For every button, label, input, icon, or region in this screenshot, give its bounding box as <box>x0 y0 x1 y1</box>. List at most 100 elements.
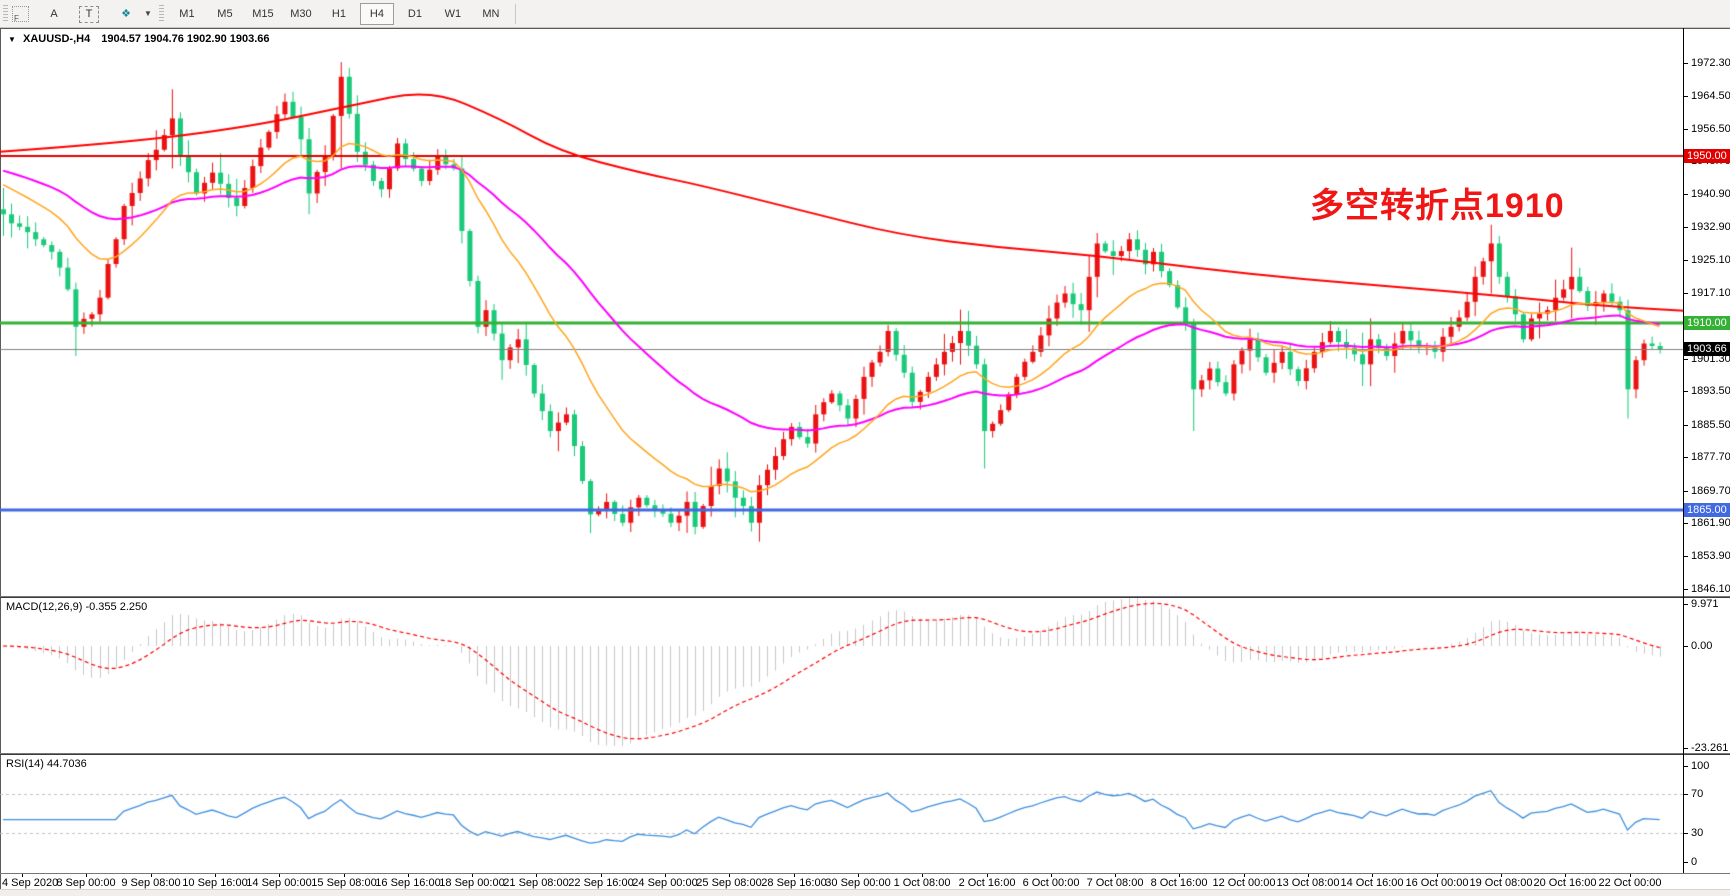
time-tick-mark <box>1501 874 1502 877</box>
rsi-tick-mark <box>1683 862 1688 863</box>
time-axis-label: 20 Oct 16:00 <box>1533 877 1597 889</box>
price-tick-mark <box>1683 457 1688 458</box>
time-tick-mark <box>22 874 23 877</box>
price-tick-mark <box>1683 556 1688 557</box>
time-axis-label: 15 Sep 08:00 <box>311 877 377 889</box>
price-badge-1903-66: 1903.66 <box>1684 342 1730 356</box>
price-tick-mark <box>1683 589 1688 590</box>
draw-objects-icon[interactable]: ❖ <box>121 8 131 20</box>
time-axis-label: 7 Oct 08:00 <box>1086 877 1144 889</box>
price-chart-canvas[interactable] <box>0 28 1684 596</box>
timeframe-button-h1[interactable]: H1 <box>331 7 346 20</box>
timeframe-group: M1 M5 M15 M30 H1 H4 D1 W1 MN <box>168 2 510 25</box>
price-tick-mark <box>1683 491 1688 492</box>
rsi-axis-label: 100 <box>1691 760 1710 772</box>
time-axis-label: 4 Sep 2020 <box>2 877 59 889</box>
time-axis-label: 18 Sep 00:00 <box>439 877 505 889</box>
price-tick-mark <box>1683 227 1688 228</box>
price-axis-label: 1901.30 <box>1691 353 1730 365</box>
price-badge-1865-00: 1865.00 <box>1684 503 1730 517</box>
time-tick-mark <box>1308 874 1309 877</box>
time-tick-mark <box>1051 874 1052 877</box>
price-tick-mark <box>1683 129 1688 130</box>
time-tick-mark <box>1115 874 1116 877</box>
time-axis-label: 13 Oct 08:00 <box>1276 877 1340 889</box>
chart-text-annotation[interactable]: 多空转折点1910 <box>1310 187 1565 225</box>
macd-tick-mark <box>1683 646 1688 647</box>
objects-dropdown-caret[interactable]: ▼ <box>144 9 152 18</box>
time-axis-label: 1 Oct 08:00 <box>893 877 951 889</box>
toolbar-drag-handle[interactable] <box>3 4 8 23</box>
timeframe-button-d1[interactable]: D1 <box>407 7 422 20</box>
price-badge-1910-00: 1910.00 <box>1684 316 1730 330</box>
time-axis-label: 22 Sep 16:00 <box>568 877 634 889</box>
macd-rsi-separator[interactable] <box>0 753 1730 755</box>
macd-axis-label: 0.00 <box>1691 640 1713 652</box>
rsi-indicator-label: RSI(14) 44.7036 <box>6 758 87 770</box>
chart-title: ▼ XAUUSD-,H4 1904.57 1904.76 1902.90 190… <box>8 33 270 45</box>
rsi-axis-label: 30 <box>1691 827 1704 839</box>
collapse-arrow-icon[interactable]: ▼ <box>8 35 16 44</box>
macd-tick-mark <box>1683 748 1688 749</box>
time-axis-label: 14 Sep 00:00 <box>246 877 312 889</box>
price-axis-label: 1956.50 <box>1691 123 1730 135</box>
time-axis-label: 10 Sep 16:00 <box>182 877 248 889</box>
time-tick-mark <box>1244 874 1245 877</box>
rsi-bottom-border <box>0 873 1730 874</box>
time-axis-label: 25 Sep 08:00 <box>696 877 762 889</box>
time-axis-label: 8 Sep 00:00 <box>56 877 116 889</box>
timeframe-button-m15[interactable]: M15 <box>252 7 274 20</box>
time-tick-mark <box>408 874 409 877</box>
time-tick-mark <box>922 874 923 877</box>
price-axis-label: 1893.50 <box>1691 385 1730 397</box>
macd-tick-mark <box>1683 604 1688 605</box>
timeframe-button-h4[interactable]: H4 <box>359 2 394 25</box>
price-macd-separator[interactable] <box>0 596 1730 598</box>
time-tick-mark <box>1179 874 1180 877</box>
time-axis-label: 2 Oct 16:00 <box>958 877 1016 889</box>
price-axis-line <box>1683 28 1684 873</box>
macd-axis-label: -23.261 <box>1691 742 1729 754</box>
time-tick-mark <box>987 874 988 877</box>
timeframe-button-w1[interactable]: W1 <box>444 7 462 20</box>
timeframe-button-m5[interactable]: M5 <box>217 7 233 20</box>
timeframe-button-m1[interactable]: M1 <box>179 7 195 20</box>
price-badge-1950-00: 1950.00 <box>1684 149 1730 163</box>
time-tick-mark <box>1630 874 1631 877</box>
rsi-tick-mark <box>1683 766 1688 767</box>
text-box-button[interactable]: T <box>79 5 99 23</box>
macd-pane-canvas[interactable] <box>0 598 1684 753</box>
price-tick-mark <box>1683 194 1688 195</box>
price-axis-label: 1853.90 <box>1691 550 1730 562</box>
symbol-label: XAUUSD-,H4 <box>22 33 91 45</box>
price-tick-mark <box>1683 425 1688 426</box>
time-tick-mark <box>1437 874 1438 877</box>
price-tick-mark <box>1683 63 1688 64</box>
time-tick-mark <box>601 874 602 877</box>
rsi-pane-canvas[interactable] <box>0 755 1684 873</box>
time-tick-mark <box>665 874 666 877</box>
time-axis-label: 16 Sep 16:00 <box>375 877 441 889</box>
time-axis-label: 24 Sep 00:00 <box>632 877 698 889</box>
time-tick-mark <box>1565 874 1566 877</box>
timeframe-drag-handle[interactable] <box>158 4 164 23</box>
f-icon-label: F <box>14 13 19 23</box>
time-tick-mark <box>858 874 859 877</box>
price-axis-label: 1917.10 <box>1691 287 1730 299</box>
timeframe-button-m30[interactable]: M30 <box>290 7 312 20</box>
time-tick-mark <box>729 874 730 877</box>
time-tick-mark <box>794 874 795 877</box>
macd-axis-label: 9.971 <box>1691 598 1719 610</box>
price-tick-mark <box>1683 96 1688 97</box>
price-axis-label: 1940.90 <box>1691 188 1730 200</box>
price-axis-label: 1885.50 <box>1691 419 1730 431</box>
time-tick-mark <box>536 874 537 877</box>
time-tick-mark <box>472 874 473 877</box>
time-tick-mark <box>215 874 216 877</box>
time-tick-mark <box>1372 874 1373 877</box>
price-axis-label: 1869.70 <box>1691 485 1730 497</box>
timeframe-button-mn[interactable]: MN <box>482 7 500 20</box>
fullscreen-grid-icon[interactable]: F <box>12 5 29 23</box>
annotate-text-button[interactable]: A <box>50 7 58 20</box>
